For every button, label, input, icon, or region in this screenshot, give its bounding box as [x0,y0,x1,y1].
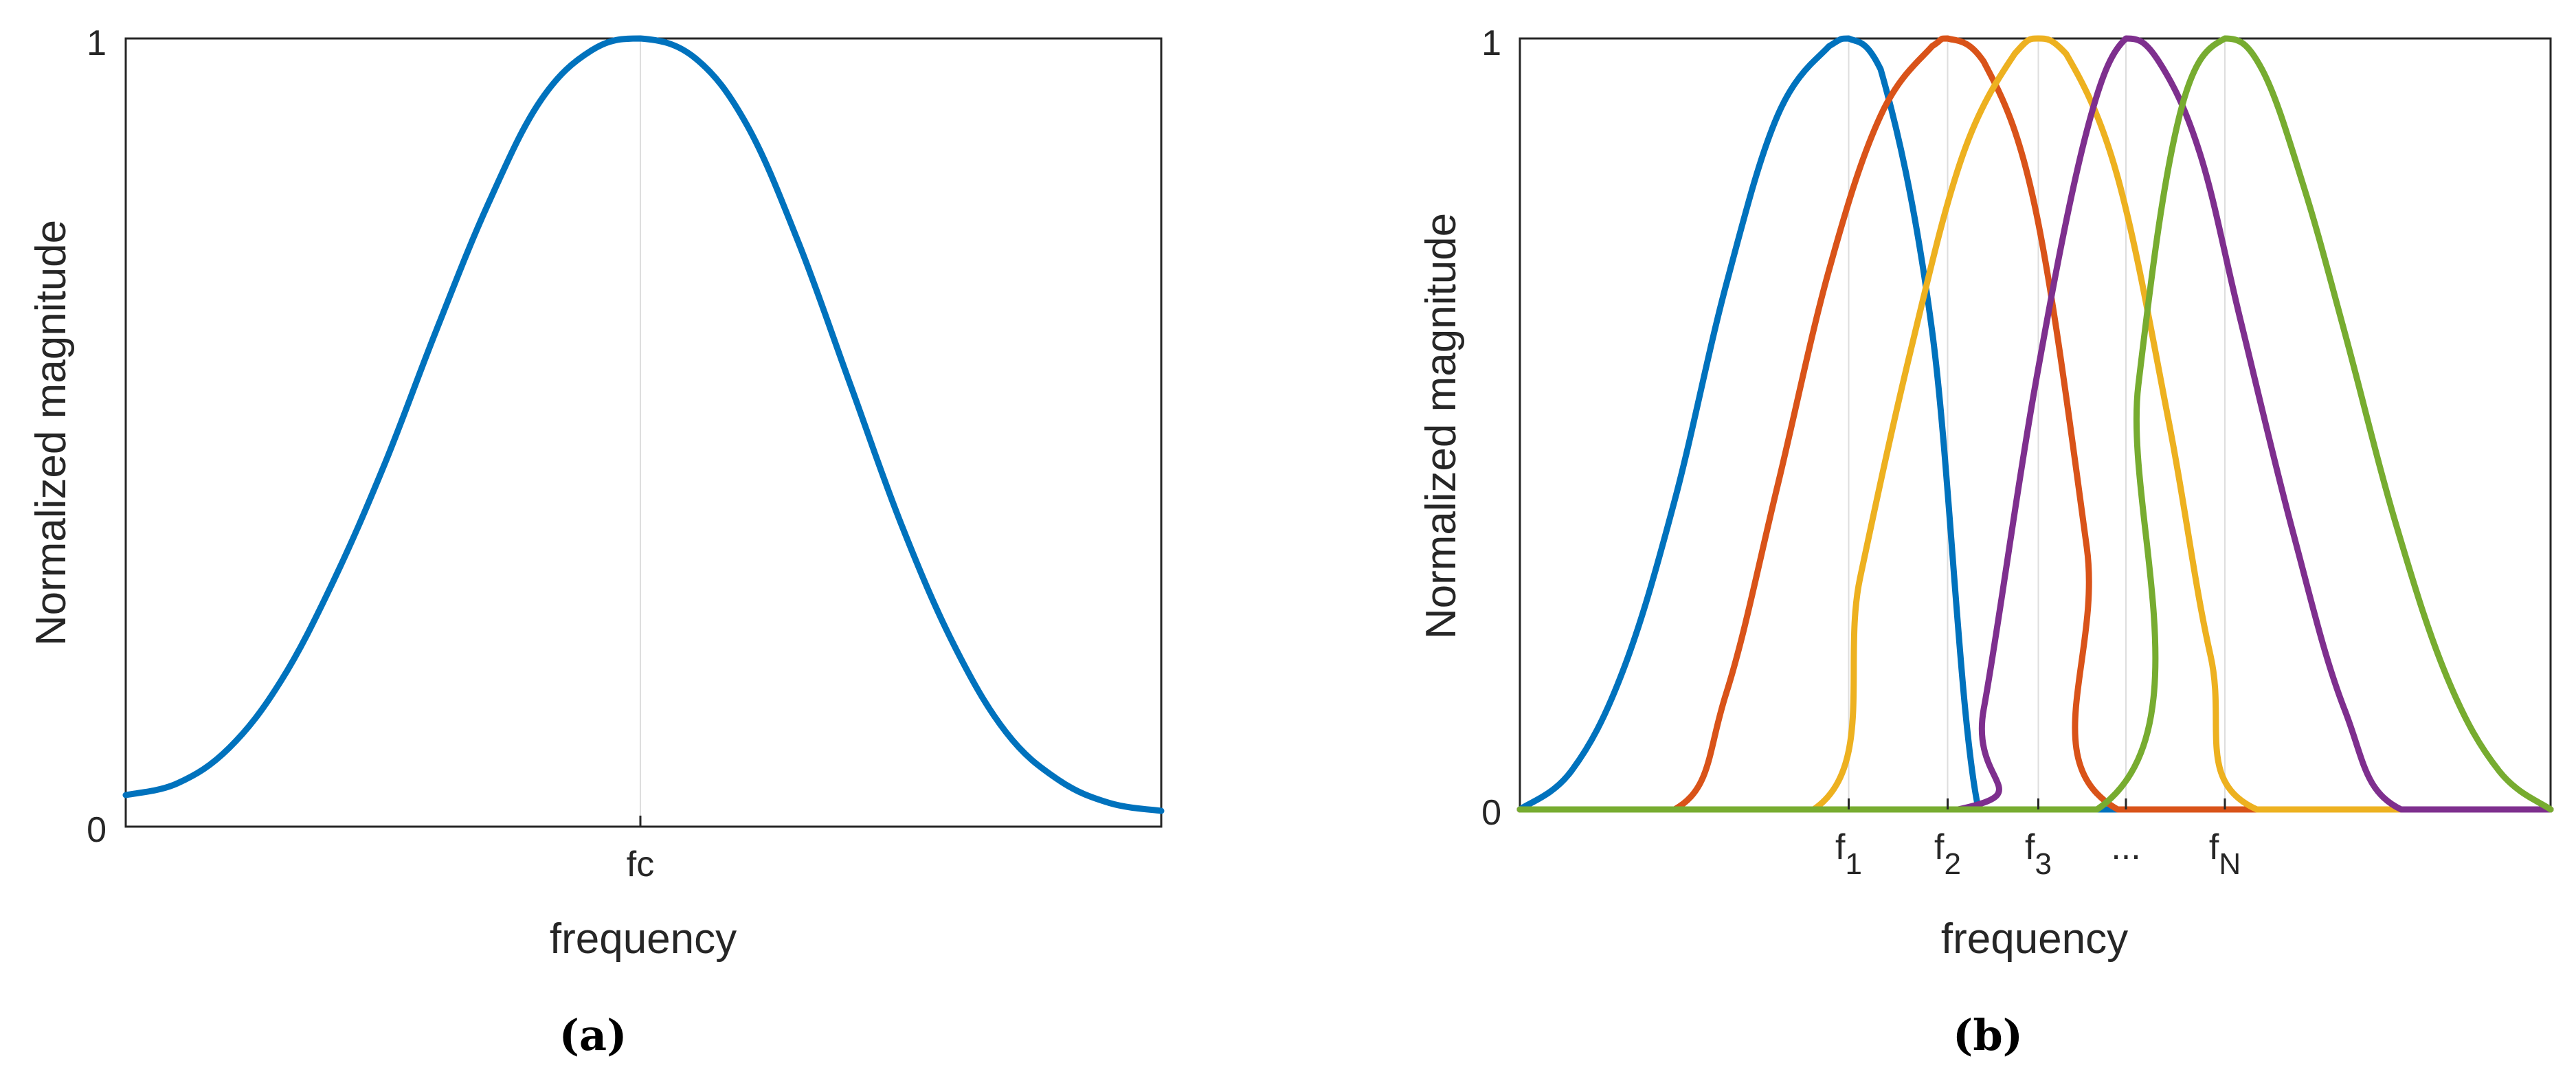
xtick-label-b-3: ... [2111,827,2140,867]
y-axis-label-a: Normalized magnitude [27,220,75,646]
plot-area-b [1519,37,2552,811]
series-line-b-0 [1516,35,2554,813]
series-line-b-3 [1516,35,2554,813]
series-line-a-0 [122,35,1165,814]
series-a [122,35,1165,814]
grid-b [1848,38,2226,809]
ytick-label-1-b: 1 [1481,23,1501,63]
series-line-b-2 [1516,35,2554,813]
xtick-label-b-0: f1 [1835,827,1862,881]
xtick-label-a-0: fc [627,844,654,884]
xtick-label-b-4: fN [2209,827,2241,881]
series-line-b-4 [1516,35,2554,813]
xticks-a: fc [627,816,654,884]
ytick-label-0-b: 0 [1481,793,1501,833]
panel-b: f1 f2 f3... fN 0 1 frequency Normalized mag… [1418,23,2554,1060]
y-axis-label-b: Normalized magnitude [1418,213,1465,639]
plot-area-a [124,37,1163,828]
series-line-b-1 [1516,35,2554,813]
caption-a: (a) [559,1010,627,1060]
ytick-label-1-a: 1 [87,23,107,63]
series-b [1516,35,2554,813]
caption-b: (b) [1953,1010,2023,1060]
xtick-label-b-1: f2 [1934,827,1961,881]
xtick-label-b-2: f3 [2025,827,2052,881]
ytick-label-0-a: 0 [87,810,107,850]
panel-a: fc 0 1 frequency Normalized magnitude (a… [27,23,1165,1060]
x-axis-label-a: frequency [550,915,737,963]
x-axis-label-b: frequency [1941,915,2128,963]
